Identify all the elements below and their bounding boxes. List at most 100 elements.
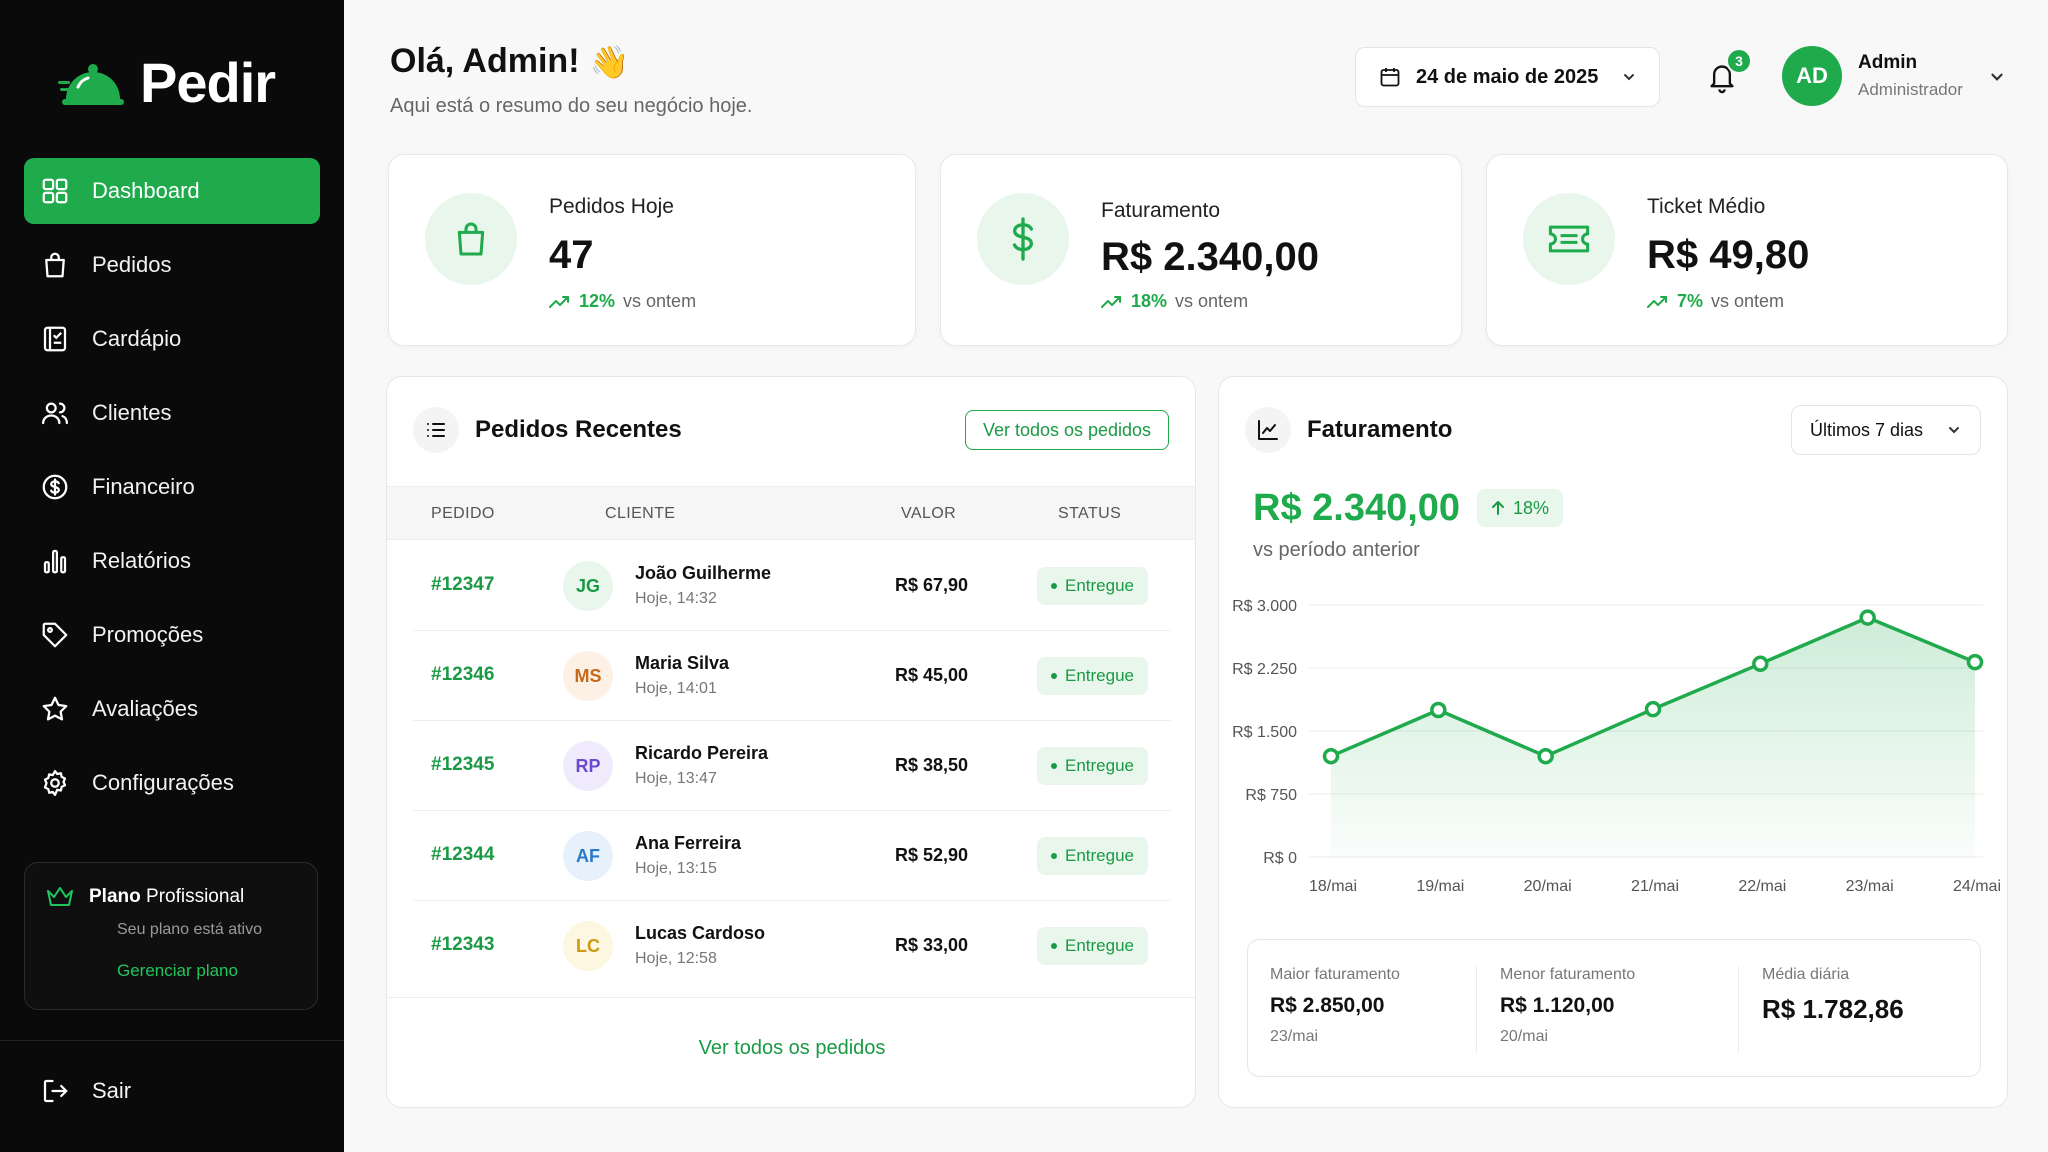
line-chart-icon [1258,420,1278,440]
summary-label: Menor faturamento [1500,966,1636,983]
table-row[interactable]: #12347 JG João Guilherme Hoje, 14:32 R$ … [413,541,1171,631]
sidebar-item-promocoes[interactable]: Promoções [24,602,320,668]
date-picker[interactable]: 24 de maio de 2025 [1355,47,1660,107]
chevron-down-icon[interactable] [1988,68,2006,86]
summary-value: R$ 1.782,86 [1762,994,1904,1024]
column-header[interactable]: VALOR [901,505,957,522]
order-value: R$ 33,00 [895,935,969,955]
greeting-text: Olá, Admin! [390,42,580,80]
bell-icon[interactable] [1706,60,1738,94]
date-value: 24 de maio de 2025 [1416,65,1599,88]
sidebar-item-label: Relatórios [92,548,192,573]
avatar: MS [563,651,613,701]
revenue-panel: Faturamento Últimos 7 dias R$ 2.340,00 1… [1218,376,2008,1108]
summary-avg: Média diária R$ 1.782,86 [1762,966,1904,1025]
stat-card-orders-today: Pedidos Hoje 47 12% vs ontem [388,154,916,346]
stat-icon-wrap [1523,193,1615,285]
panel-header: Pedidos Recentes [413,407,682,453]
stat-trend-compare: vs ontem [1711,291,1785,311]
order-id[interactable]: #12345 [431,754,495,775]
y-tick-label: R$ 750 [1245,787,1297,804]
stat-value: R$ 2.340,00 [1101,235,1319,279]
sidebar-item-dashboard[interactable]: Dashboard [24,158,320,224]
order-time: Hoje, 14:01 [635,680,717,697]
y-tick-label: R$ 1.500 [1232,724,1297,741]
arrow-up-icon [1492,501,1504,515]
data-point[interactable] [1966,653,1984,671]
plan-title: Plano Profissional [45,885,297,909]
data-point[interactable] [1644,700,1662,718]
status-badge: Entregue [1037,747,1148,785]
divider [1476,966,1477,1054]
status-dot [1051,673,1057,679]
star-icon [42,696,68,721]
view-all-orders-link[interactable]: Ver todos os pedidos [698,1037,886,1059]
stat-value: 47 [549,233,594,277]
page-subtitle: Aqui está o resumo do seu negócio hoje. [390,95,753,117]
table-row[interactable]: #12346 MS Maria Silva Hoje, 14:01 R$ 45,… [413,631,1171,721]
divider [1738,966,1739,1054]
revenue-chart: R$ 0 R$ 750 R$ 1.500 R$ 2.250 R$ 3.000 18/ma… [1232,598,2001,895]
sidebar-item-label: Pedidos [92,252,172,277]
table-row[interactable]: #12343 LC Lucas Cardoso Hoje, 12:58 R$ 3… [413,901,1171,991]
sidebar-item-label: Avaliações [92,696,198,721]
tag-icon [42,622,68,648]
view-all-orders-button[interactable]: Ver todos os pedidos [965,410,1169,450]
stat-label: Faturamento [1101,199,1221,222]
column-header[interactable]: STATUS [1058,505,1122,522]
x-tick-label: 18/mai [1309,878,1357,895]
chevron-down-icon [1624,74,1634,81]
brand-logo[interactable]: Pedir [58,50,276,115]
status-badge: Entregue [1037,837,1148,875]
range-select[interactable]: Últimos 7 dias [1791,405,1981,455]
order-id[interactable]: #12347 [431,574,495,595]
user-menu[interactable]: AD Admin Administrador [1782,46,1963,106]
list-icon [427,423,445,437]
stat-card-average-ticket: Ticket Médio R$ 49,80 7% vs ontem [1486,154,2008,346]
sidebar-item-financeiro[interactable]: Financeiro [24,454,320,520]
column-header[interactable]: CLIENTE [605,505,676,522]
order-value: R$ 45,00 [895,665,969,685]
order-id[interactable]: #12344 [431,844,495,865]
y-tick-label: R$ 2.250 [1232,661,1297,678]
cloche-icon [58,63,124,105]
column-header[interactable]: PEDIDO [431,505,495,522]
customer-name: Ana Ferreira [635,833,742,853]
status-label: Entregue [1065,756,1134,775]
y-tick-label: R$ 3.000 [1232,598,1297,615]
sidebar-item-clientes[interactable]: Clientes [24,380,320,446]
sidebar-item-relatorios[interactable]: Relatórios [24,528,320,594]
summary-min: Menor faturamento R$ 1.120,00 20/mai [1500,966,1635,1046]
chart-icon-wrap [1245,407,1291,453]
order-id[interactable]: #12343 [431,934,495,955]
summary-date: 23/mai [1270,1028,1319,1045]
sidebar-item-pedidos[interactable]: Pedidos [24,232,320,298]
stat-label: Pedidos Hoje [549,195,674,218]
trend-up-icon [1647,295,1667,308]
sidebar-item-label: Promoções [92,622,204,647]
list-icon-wrap [413,407,459,453]
logout-button[interactable]: Sair [40,1076,131,1106]
gear-icon [43,770,67,796]
sidebar-item-label: Clientes [92,400,172,425]
data-point[interactable] [1430,701,1447,719]
waving-hand-icon: 👋 [589,43,630,80]
data-point[interactable] [1859,609,1876,626]
data-point[interactable] [1537,747,1554,765]
table-row[interactable]: #12344 AF Ana Ferreira Hoje, 13:15 R$ 52… [413,811,1171,901]
sidebar-item-configuracoes[interactable]: Configurações [24,750,320,816]
sidebar-item-cardapio[interactable]: Cardápio [24,306,320,372]
data-point[interactable] [1752,655,1769,673]
stat-value: R$ 49,80 [1647,233,1810,277]
trend-up-icon [549,295,569,308]
order-id[interactable]: #12346 [431,664,495,685]
sidebar-item-avaliacoes[interactable]: Avaliações [24,676,320,742]
manage-plan-link[interactable]: Gerenciar plano [117,961,238,980]
order-value: R$ 52,90 [895,845,969,865]
data-point[interactable] [1322,747,1340,765]
order-time: Hoje, 14:32 [635,590,717,607]
y-tick-label: R$ 0 [1263,850,1297,867]
table-row[interactable]: #12345 RP Ricardo Pereira Hoje, 13:47 R$… [413,721,1171,811]
shopping-bag-icon [457,222,485,256]
range-value: Últimos 7 dias [1810,419,1924,440]
